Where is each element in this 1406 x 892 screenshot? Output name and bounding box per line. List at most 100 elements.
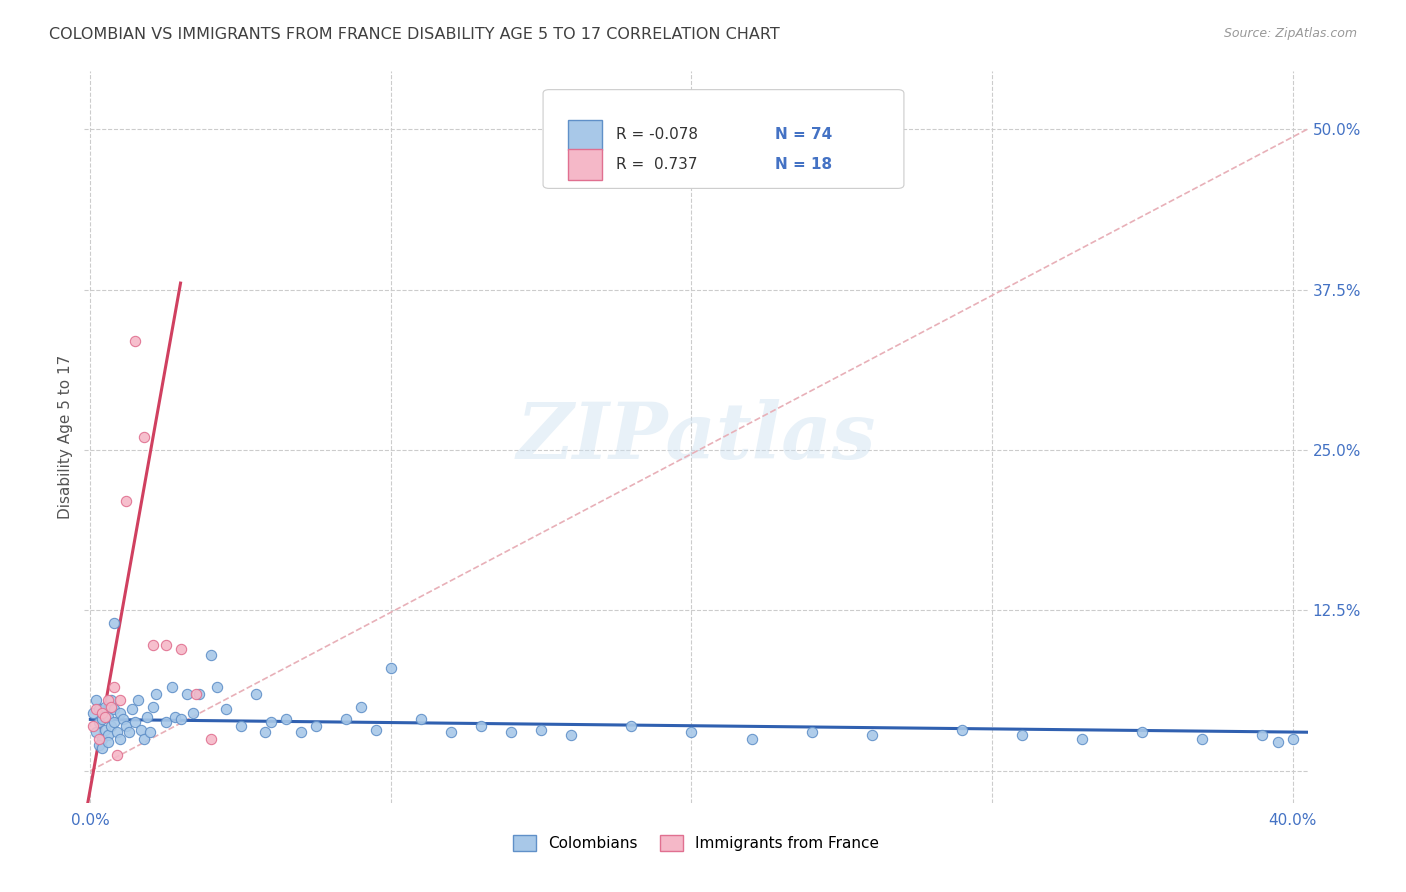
Point: [107, 748, 129, 763]
Text: N = 74: N = 74: [776, 128, 832, 143]
Point: [1011, 728, 1033, 742]
Point: [253, 725, 276, 739]
Point: [115, 494, 138, 508]
Point: [110, 731, 132, 746]
Point: [155, 714, 177, 729]
Point: [118, 725, 141, 739]
Point: [470, 719, 492, 733]
Point: [134, 731, 156, 746]
Point: [89, 702, 111, 716]
Point: [530, 723, 553, 737]
Y-axis label: Disability Age 5 to 17: Disability Age 5 to 17: [58, 355, 73, 519]
Point: [501, 725, 523, 739]
Point: [860, 728, 883, 742]
Text: R = -0.078: R = -0.078: [616, 128, 699, 143]
Point: [409, 712, 432, 726]
Point: [94, 699, 117, 714]
Point: [121, 702, 143, 716]
Point: [163, 710, 186, 724]
Point: [112, 712, 135, 726]
Point: [139, 725, 162, 739]
Text: N = 18: N = 18: [776, 157, 832, 172]
Point: [82, 719, 104, 733]
Point: [169, 641, 191, 656]
Point: [97, 728, 120, 742]
Point: [560, 728, 582, 742]
Point: [82, 706, 104, 720]
Point: [89, 714, 111, 729]
Point: [305, 719, 328, 733]
Point: [103, 681, 125, 695]
Point: [260, 714, 283, 729]
Point: [86, 725, 108, 739]
Point: [134, 430, 156, 444]
Point: [1251, 728, 1274, 742]
Point: [131, 723, 153, 737]
Point: [290, 725, 312, 739]
Point: [229, 719, 252, 733]
Point: [103, 702, 125, 716]
Point: [94, 723, 117, 737]
Point: [620, 719, 643, 733]
Point: [800, 725, 823, 739]
Point: [364, 723, 387, 737]
Point: [97, 710, 120, 724]
Point: [380, 661, 402, 675]
Point: [187, 687, 209, 701]
Text: COLOMBIAN VS IMMIGRANTS FROM FRANCE DISABILITY AGE 5 TO 17 CORRELATION CHART: COLOMBIAN VS IMMIGRANTS FROM FRANCE DISA…: [49, 27, 780, 42]
Point: [100, 699, 122, 714]
FancyBboxPatch shape: [543, 90, 904, 188]
Point: [741, 731, 763, 746]
Point: [1267, 735, 1289, 749]
Point: [335, 712, 357, 726]
Point: [89, 731, 111, 746]
Point: [91, 706, 114, 720]
Point: [86, 693, 108, 707]
Point: [124, 334, 146, 348]
Point: [205, 681, 228, 695]
Point: [86, 702, 108, 716]
Point: [142, 638, 165, 652]
Point: [103, 616, 125, 631]
Point: [350, 699, 373, 714]
Point: [169, 712, 191, 726]
Point: [91, 731, 114, 746]
Text: R =  0.737: R = 0.737: [616, 157, 697, 172]
Point: [142, 699, 165, 714]
Point: [100, 693, 122, 707]
Point: [127, 693, 149, 707]
Point: [681, 725, 703, 739]
Point: [155, 638, 177, 652]
Point: [200, 731, 222, 746]
Point: [115, 719, 138, 733]
Point: [214, 702, 236, 716]
Point: [440, 725, 463, 739]
Point: [110, 693, 132, 707]
Point: [91, 740, 114, 755]
Point: [103, 714, 125, 729]
Point: [950, 723, 973, 737]
Text: ZIPatlas: ZIPatlas: [516, 399, 876, 475]
FancyBboxPatch shape: [568, 149, 602, 179]
Point: [176, 687, 198, 701]
Point: [91, 712, 114, 726]
Point: [94, 710, 117, 724]
Point: [145, 687, 167, 701]
Point: [97, 735, 120, 749]
Point: [89, 738, 111, 752]
Point: [1130, 725, 1153, 739]
Text: Source: ZipAtlas.com: Source: ZipAtlas.com: [1223, 27, 1357, 40]
Point: [184, 687, 207, 701]
Point: [181, 706, 204, 720]
Point: [110, 706, 132, 720]
Point: [1281, 731, 1303, 746]
FancyBboxPatch shape: [568, 120, 602, 151]
Point: [124, 714, 146, 729]
Point: [274, 712, 297, 726]
Point: [136, 710, 159, 724]
Point: [107, 725, 129, 739]
Point: [160, 681, 183, 695]
Point: [1191, 731, 1213, 746]
Point: [1071, 731, 1094, 746]
Point: [100, 719, 122, 733]
